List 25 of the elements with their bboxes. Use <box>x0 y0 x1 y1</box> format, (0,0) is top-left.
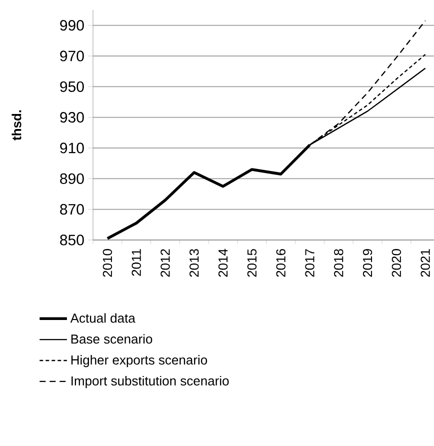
y-tick-label: 910 <box>60 142 84 154</box>
x-tick-label: 2013 <box>190 249 199 277</box>
legend-label: Actual data <box>70 313 136 323</box>
y-axis-title: thsd. <box>12 110 22 140</box>
y-tick-label: 950 <box>60 81 84 92</box>
y-tick-label: 990 <box>60 20 84 31</box>
x-tick-label: 2017 <box>305 249 314 277</box>
legend-label: Higher exports scenario <box>71 355 208 368</box>
y-tick-label: 870 <box>60 204 84 215</box>
y-tick-label: 850 <box>60 234 84 246</box>
x-tick-label: 2018 <box>334 249 344 277</box>
y-tick-label: 890 <box>60 173 84 184</box>
x-tick-label: 2014 <box>218 248 228 277</box>
x-tick-label: 2010 <box>102 249 112 277</box>
x-tick-label: 2015 <box>247 249 257 277</box>
legend-label: Base scenario <box>71 334 152 344</box>
x-tick-label: 2019 <box>362 249 372 277</box>
x-tick-label: 2016 <box>276 249 286 277</box>
x-tick-label: 2012 <box>160 249 170 277</box>
x-tick-label: 2021 <box>420 249 430 277</box>
y-tick-label: 970 <box>60 50 84 62</box>
x-tick-label: 2020 <box>392 249 402 277</box>
legend-label: Import substitution scenario <box>72 376 229 388</box>
x-tick-label: 2011 <box>132 249 141 276</box>
y-tick-label: 930 <box>60 112 84 123</box>
